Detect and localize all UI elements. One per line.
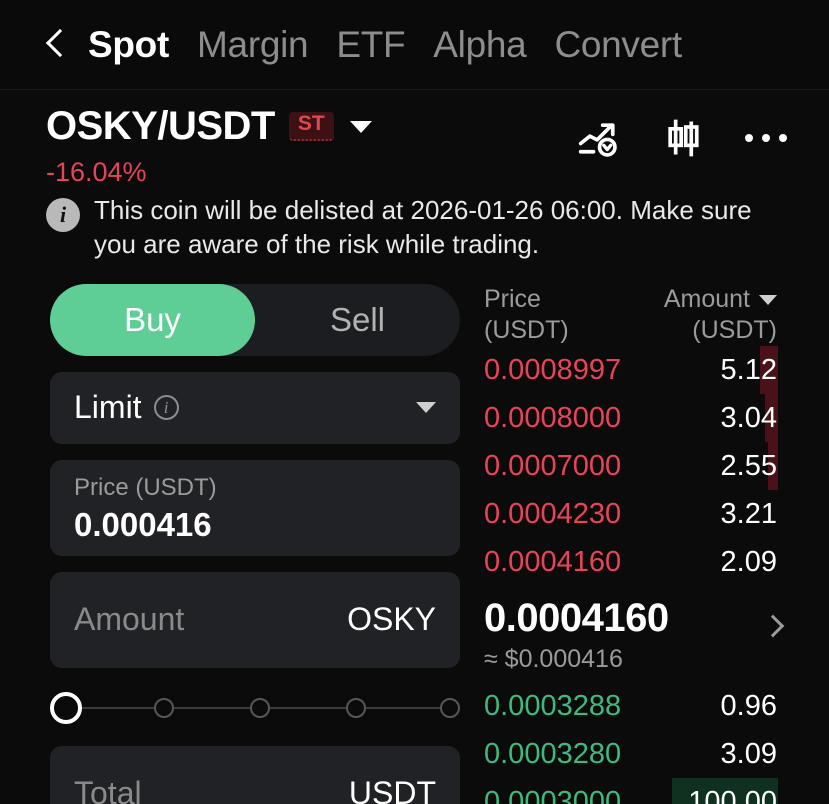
main-content: Buy Sell Limit i Price (USDT) 0.000416 A… [0,283,829,804]
tab-spot[interactable]: Spot [88,23,170,65]
info-icon: i [46,198,80,232]
amount-header-row: Amount [659,284,777,315]
order-book: Price (USDT) Amount (USDT) 0.0008997 5.1… [470,284,829,804]
chevron-down-icon[interactable] [349,120,372,133]
total-input-currency: USDT [348,775,436,804]
dot [779,134,787,142]
amount-input-currency: OSKY [347,601,436,638]
sell-button[interactable]: Sell [329,300,386,338]
order-book-bid-row[interactable]: 0.0003000 100.00 [470,778,829,804]
price-input-label: Price (USDT) [74,473,217,501]
total-input-placeholder: Total [74,775,142,804]
chevron-down-icon[interactable] [416,402,436,414]
chevron-left-icon[interactable] [44,27,66,63]
order-book-bid-row[interactable]: 0.0003288 0.96 [470,682,829,730]
ask-amount: 2.55 [720,449,777,482]
order-entry-form: Buy Sell Limit i Price (USDT) 0.000416 A… [0,283,470,804]
tab-convert[interactable]: Convert [554,23,682,65]
ask-amount: 3.04 [720,401,777,434]
header-icon-group [577,116,787,160]
total-input[interactable]: Total USDT [50,745,460,804]
tab-etf[interactable]: ETF [336,23,406,65]
price-alert-icon[interactable] [577,116,621,160]
last-price-fiat: ≈ $0.000416 [484,645,623,674]
ask-price: 0.0008000 [484,401,622,434]
bid-price: 0.0003288 [484,689,622,722]
amount-input[interactable]: Amount OSKY [50,571,460,668]
order-type-selector[interactable]: Limit i [50,371,460,444]
amount-header-label: Amount [663,284,750,313]
order-book-price-header: Price (USDT) [484,284,659,347]
order-book-ask-row[interactable]: 0.0004230 3.21 [470,490,829,538]
buy-sell-toggle: Buy Sell [50,283,460,356]
pair-selector[interactable]: OSKY/USDT ST [46,104,829,149]
ask-price: 0.0007000 [484,449,622,482]
more-options-icon[interactable] [745,134,787,142]
bid-amount: 0.96 [720,689,777,722]
bid-amount: 3.09 [720,737,777,770]
order-book-ask-row[interactable]: 0.0007000 2.55 [470,442,829,491]
tab-alpha[interactable]: Alpha [433,23,527,65]
order-book-header: Price (USDT) Amount (USDT) [470,284,829,347]
slider-thumb[interactable] [50,691,82,724]
order-type-label: Limit [74,389,142,426]
ask-price: 0.0008997 [484,353,622,386]
ask-price: 0.0004160 [484,545,622,578]
price-header-unit: (USDT) [484,315,569,344]
order-book-ask-row[interactable]: 0.0008000 3.04 [470,394,829,443]
depth-bar [672,778,778,804]
delisting-notice: i This coin will be delisted at 2026-01-… [0,190,829,262]
depth-bar [765,394,778,443]
slider-tick-50[interactable] [250,697,270,718]
slider-tick-25[interactable] [154,697,174,718]
bid-price: 0.0003280 [484,737,622,770]
pair-header: OSKY/USDT ST -16.04% [0,90,829,190]
price-header-label: Price [484,284,541,313]
order-book-ask-row[interactable]: 0.0004160 2.09 [470,538,829,586]
dot [762,134,770,142]
buy-button[interactable]: Buy [50,283,255,356]
ask-amount: 3.21 [720,497,777,530]
last-price-block[interactable]: 0.0004160 ≈ $0.000416 [470,586,829,682]
price-input[interactable]: Price (USDT) 0.000416 [50,459,460,556]
price-change-percent: -16.04% [46,157,147,187]
slider-tick-100[interactable] [440,697,460,718]
depth-bar [768,442,778,491]
chevron-down-icon[interactable] [759,294,777,305]
amount-input-placeholder: Amount [74,601,185,638]
ask-amount: 5.12 [720,353,777,386]
ask-price: 0.0004230 [484,497,622,530]
bid-amount: 100.00 [688,785,777,804]
dot [745,134,753,142]
tab-margin[interactable]: Margin [197,23,309,65]
price-input-value: 0.000416 [74,505,212,543]
bid-price: 0.0003000 [484,785,622,804]
order-book-ask-row[interactable]: 0.0008997 5.12 [470,346,829,395]
amount-percent-slider[interactable] [50,686,460,730]
slider-tick-75[interactable] [346,697,366,718]
order-book-bid-row[interactable]: 0.0003280 3.09 [470,730,829,778]
info-icon[interactable]: i [153,395,179,421]
status-badge[interactable]: ST [288,112,334,141]
order-book-amount-header[interactable]: Amount (USDT) [659,284,777,347]
pair-name: OSKY/USDT [46,104,275,148]
depth-bar [760,346,778,395]
delisting-notice-text: This coin will be delisted at 2026-01-26… [94,195,752,259]
candlestick-chart-icon[interactable] [661,116,705,160]
last-price: 0.0004160 [484,596,669,641]
ask-amount: 2.09 [720,545,777,578]
top-navigation: Spot Margin ETF Alpha Convert [0,0,829,90]
amount-header-unit: (USDT) [692,315,777,344]
